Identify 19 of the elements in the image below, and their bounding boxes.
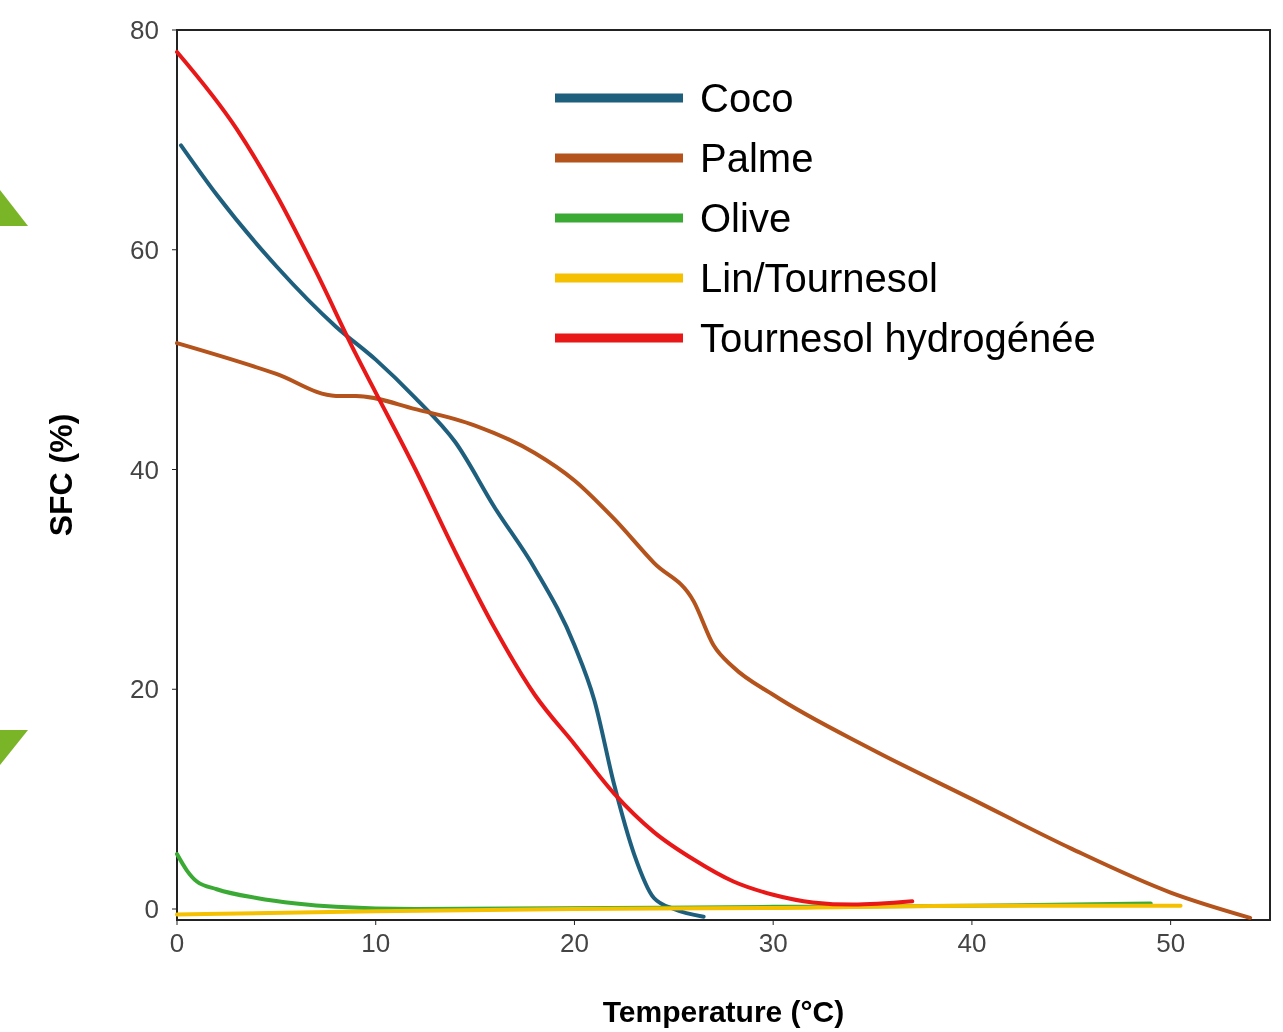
y-tick-label: 20 xyxy=(130,674,159,705)
x-tick-label: 0 xyxy=(169,928,185,958)
x-tick-label: 30 xyxy=(758,928,788,958)
x-axis-title: Temperature (°C) xyxy=(602,995,845,1028)
legend-label: Coco xyxy=(700,76,794,120)
x-tick-label: 50 xyxy=(1156,928,1186,958)
y-tick-label: 40 xyxy=(130,454,159,485)
y-tick-label: 0 xyxy=(144,894,159,925)
x-tick-label: 20 xyxy=(559,928,589,958)
y-tick-label: 80 xyxy=(130,15,159,46)
line-series xyxy=(175,903,1183,917)
legend-label: Tournesol hydrogénée xyxy=(700,316,1096,360)
x-tick-label: 10 xyxy=(361,928,391,958)
y-axis-title: SFC (%) xyxy=(43,413,79,537)
legend-label: Olive xyxy=(700,196,792,240)
y-tick-label: 60 xyxy=(130,234,159,265)
x-tick-label: 40 xyxy=(957,928,987,958)
legend-label: Palme xyxy=(700,136,814,180)
legend-label: Lin/Tournesol xyxy=(700,256,938,300)
